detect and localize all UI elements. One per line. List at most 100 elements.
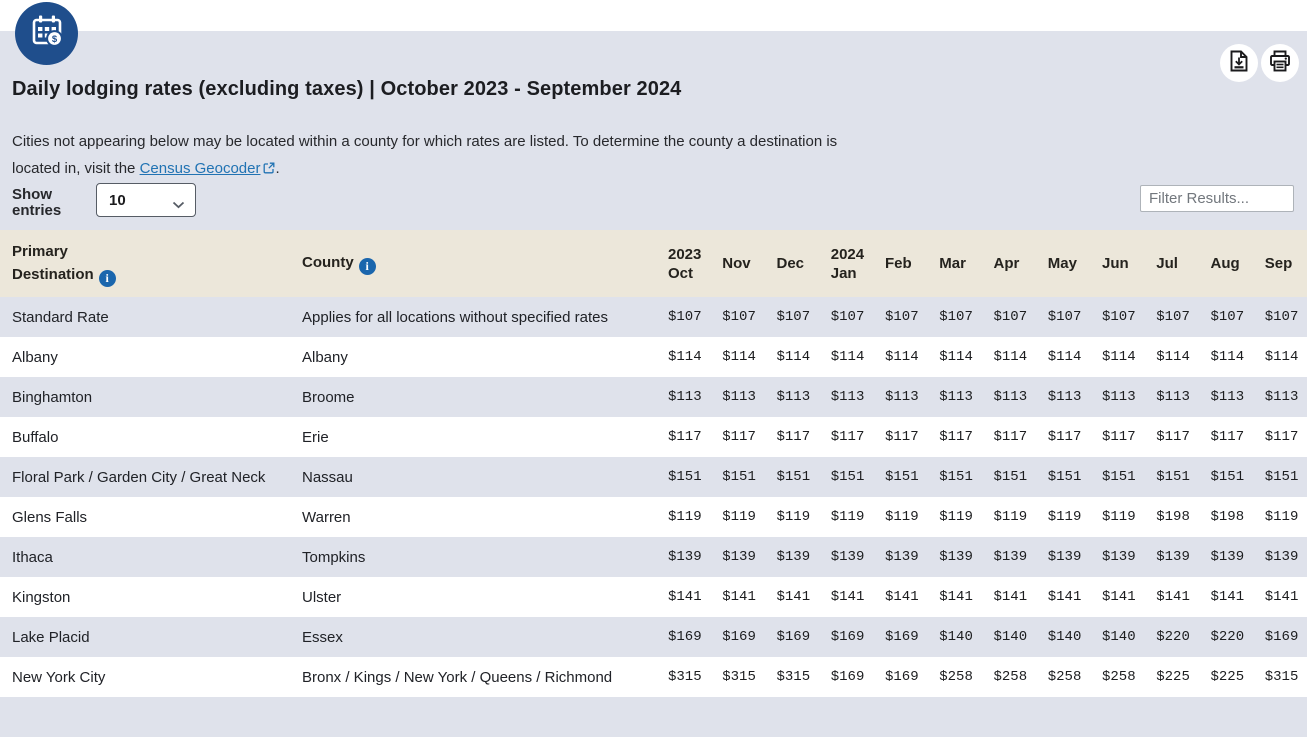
rate-cell: $258	[1102, 669, 1136, 685]
rate-cell: $117	[722, 429, 756, 445]
rate-cell: $107	[1102, 309, 1136, 325]
header-panel	[0, 31, 1307, 230]
rate-cell: $107	[939, 309, 973, 325]
destination-cell: Kingston	[12, 588, 71, 606]
empty-cell	[290, 697, 656, 737]
rate-cell: $113	[993, 389, 1028, 405]
rate-cell: $198	[1156, 509, 1190, 525]
column-header-content: 2024 Jan	[831, 245, 873, 283]
rate-cell: $141	[830, 589, 865, 605]
rate-cell: $315	[668, 669, 702, 685]
column-label: Oct	[668, 264, 694, 282]
empty-cell	[1199, 697, 1253, 737]
destination-cell: New York City	[12, 668, 106, 686]
rate-cell: $119	[1264, 509, 1299, 525]
rate-cell: $114	[1210, 349, 1245, 365]
column-header-content: Aug	[1211, 254, 1253, 273]
rate-cell: $107	[722, 309, 756, 325]
download-button[interactable]	[1220, 44, 1258, 82]
column-year-label: 2024	[830, 245, 865, 263]
county-cell: Broome	[302, 388, 355, 406]
empty-cell	[656, 697, 710, 737]
rate-cell: $119	[1102, 509, 1136, 525]
rate-cell: $139	[722, 549, 756, 565]
rate-cell: $114	[1102, 349, 1136, 365]
header-actions	[1220, 44, 1299, 82]
filter-results-input[interactable]	[1140, 185, 1294, 212]
rate-cell: $141	[939, 589, 973, 605]
rate-cell: $114	[830, 349, 865, 365]
rate-cell: $139	[1156, 549, 1190, 565]
rate-cell: $151	[1210, 469, 1245, 485]
rate-cell: $141	[885, 589, 919, 605]
county-cell: Nassau	[302, 468, 353, 486]
column-label: Sep	[1264, 255, 1293, 272]
rate-cell: $225	[1156, 669, 1190, 685]
rate-cell: $315	[776, 669, 811, 685]
rate-cell: $169	[830, 669, 865, 685]
rate-cell: $117	[1102, 429, 1136, 445]
external-link-icon	[263, 161, 275, 178]
intro-text-after: .	[275, 160, 280, 177]
rate-cell: $117	[885, 429, 919, 445]
rate-cell: $151	[776, 469, 811, 485]
rate-cell: $119	[668, 509, 702, 525]
rate-cell: $140	[1047, 629, 1082, 645]
column-label: May	[1047, 255, 1077, 272]
rate-cell: $151	[668, 469, 702, 485]
intro-text-before: Cities not appearing below may be locate…	[12, 133, 838, 177]
info-icon[interactable]: i	[98, 270, 116, 287]
rate-cell: $113	[1102, 389, 1136, 405]
rate-cell: $139	[1047, 549, 1082, 565]
column-label: Mar	[939, 255, 966, 272]
census-geocoder-link[interactable]: Census Geocoder	[139, 160, 261, 177]
rate-cell: $119	[776, 509, 811, 525]
column-label: Jul	[1156, 255, 1178, 272]
empty-cell	[0, 697, 290, 737]
rate-cell: $113	[885, 389, 919, 405]
rate-cell: $117	[1156, 429, 1190, 445]
empty-cell	[710, 697, 764, 737]
empty-cell	[1253, 697, 1307, 737]
rate-cell: $141	[1102, 589, 1136, 605]
county-cell: Erie	[302, 428, 329, 446]
column-header-aug: Aug	[1198, 230, 1253, 297]
empty-cell	[1036, 697, 1090, 737]
column-label: Feb	[885, 255, 912, 272]
rate-cell: $169	[830, 629, 865, 645]
rate-cell: $114	[668, 349, 702, 365]
column-header-nov: Nov	[710, 230, 765, 297]
column-year-label: 2023	[668, 245, 702, 263]
destination-cell: Standard Rate	[12, 308, 109, 326]
rate-cell: $117	[1210, 429, 1245, 445]
rate-cell: $107	[1210, 309, 1245, 325]
empty-cell	[982, 697, 1036, 737]
entries-select[interactable]: 10	[96, 183, 196, 217]
rate-cell: $117	[776, 429, 811, 445]
column-header-may: May	[1035, 230, 1090, 297]
rate-cell: $141	[1156, 589, 1190, 605]
print-button[interactable]	[1261, 44, 1299, 82]
rate-cell: $114	[939, 349, 973, 365]
lodging-rates-table: Primary Destination i County i 2023 Oct Nov Dec…	[0, 230, 1307, 737]
column-label: Apr	[993, 255, 1020, 272]
rate-cell: $151	[1102, 469, 1136, 485]
rate-cell: $151	[722, 469, 756, 485]
rate-cell: $107	[830, 309, 865, 325]
rate-cell: $151	[1156, 469, 1190, 485]
rate-cell: $139	[885, 549, 919, 565]
column-header-content: Dec	[777, 254, 819, 273]
table-row: Lake Placid Essex $169 $169 $169 $169 $169 $140…	[0, 617, 1307, 657]
app-logo: $	[15, 2, 78, 65]
rate-cell: $141	[1210, 589, 1245, 605]
column-label: Primary Destination	[12, 243, 94, 283]
rate-cell: $258	[993, 669, 1028, 685]
intro-text: Cities not appearing below may be locate…	[12, 128, 864, 183]
column-header-content: Feb	[885, 254, 927, 273]
table-row-partial	[0, 697, 1307, 737]
column-header-content: County i	[302, 253, 656, 275]
info-icon[interactable]: i	[358, 257, 376, 275]
rate-cell: $139	[939, 549, 973, 565]
rate-cell: $139	[668, 549, 702, 565]
table-row: Standard Rate Applies for all locations w…	[0, 297, 1307, 337]
